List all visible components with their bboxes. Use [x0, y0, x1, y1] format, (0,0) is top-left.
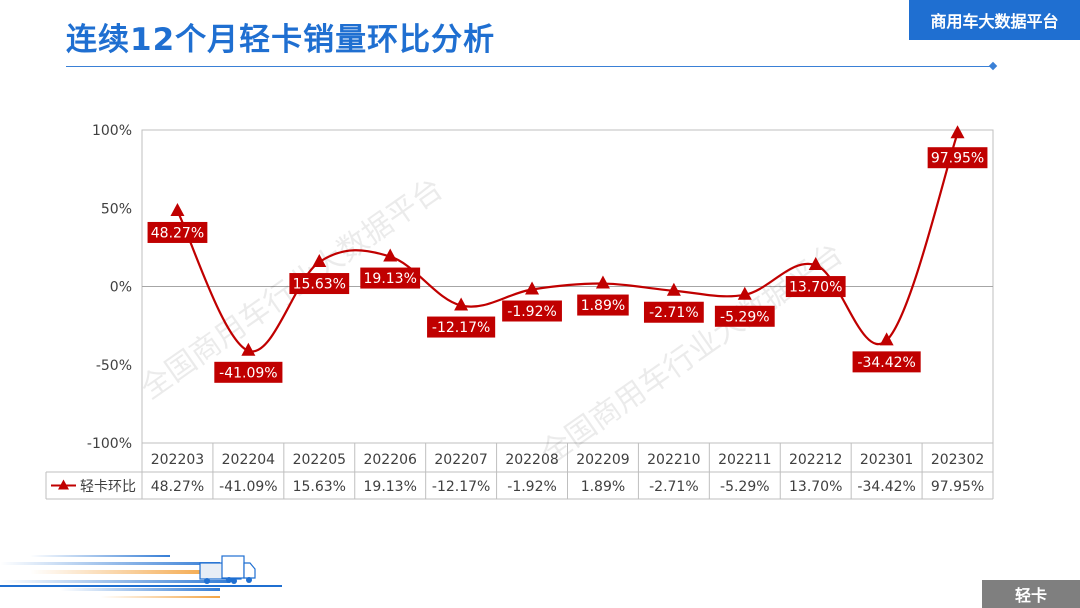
data-label: 1.89%	[581, 298, 625, 314]
data-label-box	[147, 221, 208, 243]
data-label-box	[643, 301, 704, 323]
x-tick-label: 202206	[363, 452, 417, 468]
table-value: -12.17%	[432, 479, 490, 495]
legend-label: 轻卡环比	[80, 479, 136, 495]
page-title: 连续12个月轻卡销量环比分析	[66, 22, 496, 58]
data-point-marker	[454, 297, 469, 311]
y-tick-label: 50%	[101, 201, 132, 217]
data-label: -41.09%	[219, 365, 277, 381]
data-label: 15.63%	[293, 277, 346, 293]
data-label-box	[289, 273, 350, 295]
data-label-box	[852, 351, 921, 373]
table-value: 97.95%	[931, 479, 984, 495]
data-label: -1.92%	[507, 304, 557, 320]
table-value: 13.70%	[789, 479, 842, 495]
data-label-box	[214, 361, 283, 383]
data-point-marker	[808, 257, 823, 271]
y-tick-label: -100%	[87, 436, 132, 452]
data-point-marker	[950, 125, 965, 139]
y-tick-label: -50%	[96, 358, 132, 374]
title-rule	[66, 66, 992, 67]
table-value: -1.92%	[507, 479, 557, 495]
series-line-轻卡环比	[176, 132, 959, 353]
legend-marker	[58, 479, 69, 490]
data-label-box	[714, 305, 775, 327]
data-label: 19.13%	[364, 271, 417, 287]
data-point-marker	[383, 248, 398, 262]
table-value: -34.42%	[857, 479, 915, 495]
x-tick-label: 202210	[647, 452, 700, 468]
x-tick-label: 202209	[576, 452, 629, 468]
brand-badge: 商用车大数据平台	[909, 0, 1080, 40]
x-tick-label: 202302	[931, 452, 984, 468]
x-tick-label: 202208	[505, 452, 558, 468]
x-tick-label: 202207	[434, 452, 487, 468]
data-point-marker	[525, 281, 540, 295]
table-value: 1.89%	[581, 479, 625, 495]
data-label: -34.42%	[857, 355, 915, 371]
data-point-marker	[666, 282, 681, 296]
table-value: -5.29%	[720, 479, 770, 495]
table-value: -2.71%	[649, 479, 699, 495]
data-label-box	[785, 276, 846, 298]
data-label: 13.70%	[789, 280, 842, 296]
data-label-box	[360, 267, 421, 289]
data-label: -2.71%	[649, 305, 699, 321]
table-value: -41.09%	[219, 479, 277, 495]
data-point-marker	[312, 254, 327, 268]
data-label-box	[502, 300, 562, 322]
data-label: -12.17%	[432, 320, 490, 336]
data-label-box	[427, 316, 496, 338]
data-point-marker	[241, 342, 256, 356]
data-point-marker	[879, 332, 894, 346]
y-tick-label: 0%	[110, 280, 132, 296]
x-tick-label: 202203	[151, 452, 204, 468]
data-point-marker	[595, 275, 610, 289]
data-label-box	[577, 294, 629, 316]
data-label: 48.27%	[151, 225, 204, 241]
data-label: 97.95%	[931, 151, 984, 167]
x-tick-label: 202301	[860, 452, 913, 468]
section-tag: 轻卡	[982, 580, 1080, 608]
truck-icon	[221, 555, 256, 583]
y-tick-label: 100%	[92, 123, 132, 139]
x-tick-label: 202205	[293, 452, 346, 468]
data-point-marker	[170, 202, 185, 216]
x-tick-label: 202204	[222, 452, 276, 468]
table-value: 15.63%	[293, 479, 346, 495]
table-value: 48.27%	[151, 479, 204, 495]
x-tick-label: 202211	[718, 452, 771, 468]
data-point-marker	[737, 286, 752, 300]
data-label-box	[927, 147, 988, 169]
truck-decoration	[0, 555, 282, 598]
x-tick-label: 202212	[789, 452, 842, 468]
table-value: 19.13%	[364, 479, 417, 495]
data-label: -5.29%	[720, 309, 770, 325]
